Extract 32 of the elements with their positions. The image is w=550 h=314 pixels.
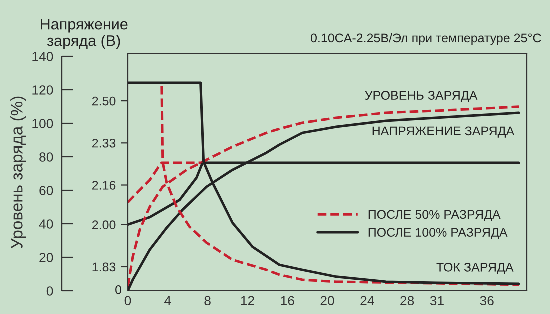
y-tick-label: 100 [32,119,54,128]
y-axis-title: Уровень заряда (%) [10,96,26,249]
y-tick-label: 20 [40,253,54,262]
x-tick-label: 8 [204,296,211,306]
x-tick-label: 28 [400,296,414,306]
annotation: УРОВЕНЬ ЗАРЯДА [365,91,478,102]
legend-label: ПОСЛЕ 100% РАЗРЯДА [368,228,508,240]
y-tick-label: 120 [32,86,54,95]
annotation: НАПРЯЖЕНИЕ ЗАРЯДА [372,126,515,138]
y2-axis-title: Напряжение заряда (В) [41,19,128,50]
y-tick-label: 140 [32,52,54,62]
chart-title: 0.10CA-2.25В/Эл при температуре 25°C [310,33,542,46]
x-tick-label: 12 [241,296,254,306]
x-tick-label: 20 [320,296,334,306]
y2-tick-label: 2.33 [92,138,116,148]
annotation: ТОК ЗАРЯДА [436,262,514,274]
y-tick-label: 80 [40,152,54,162]
x-tick-label: 36 [480,296,494,306]
x-tick-label: 24 [360,296,374,306]
y-tick-label: 60 [40,186,54,196]
y2-tick-label: 1.83 [92,262,116,272]
x-tick-label: 31 [430,296,444,306]
text: 0 [116,286,122,294]
y2-tick-label: 2.50 [92,96,116,106]
y2-tick-label: 2.16 [92,181,116,190]
y-tick-label: 40 [39,220,54,229]
x-tick-label: 4 [164,296,172,306]
y2-tick-label: 2.00 [92,220,116,230]
x-tick-label: 16 [281,296,294,306]
x-tick-label: 0 [124,296,132,306]
legend-label: ПОСЛЕ 50% РАЗРЯДА [368,210,501,222]
y-tick-label: 0 [46,286,54,296]
